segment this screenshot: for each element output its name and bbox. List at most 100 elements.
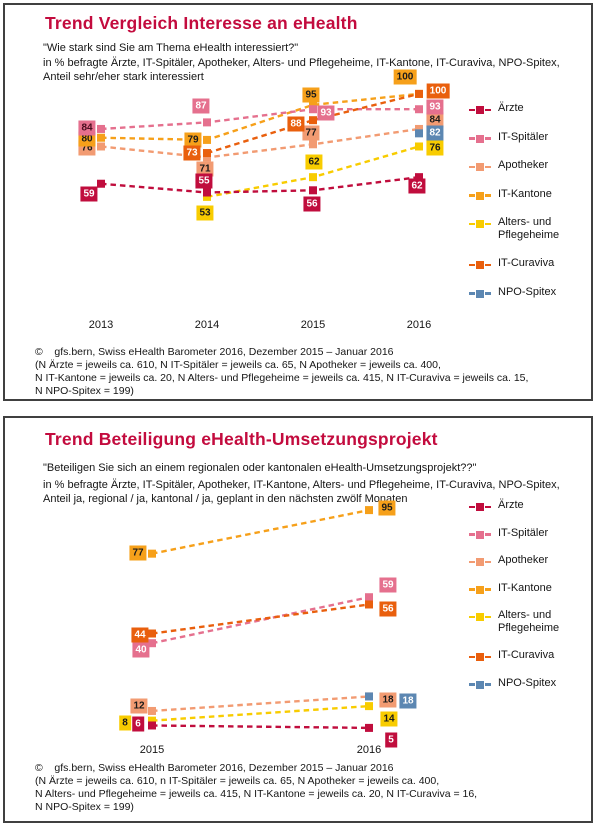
data-point-marker-aerzte (365, 723, 373, 732)
legend-square-icon (476, 289, 484, 298)
data-point-marker-aerzte (148, 721, 156, 730)
data-point-label-it-curaviva: 44 (131, 627, 149, 643)
chart-title: Trend Beteiligung eHealth-Umsetzungsproj… (45, 429, 438, 449)
legend: Ärzte IT-Spitäler Apotheker IT-Kantone Alter… (469, 102, 584, 298)
legend-item-it-curaviva: IT-Curaviva (469, 257, 584, 270)
data-point-marker-alters-pflegeheime (148, 716, 156, 725)
legend-dashed-line-marker-icon (469, 613, 491, 621)
legend-label: IT-Kantone (498, 187, 552, 200)
legend-dash-icon (469, 263, 475, 267)
legend-dash-icon (469, 615, 475, 619)
data-point-marker-alters-pflegeheime (365, 702, 373, 711)
legend-dashed-line-marker-icon (469, 220, 491, 228)
data-point-label-apotheker: 18 (379, 692, 397, 708)
legend-dashed-line-marker-icon (469, 680, 491, 689)
data-point-label-it-spitaeler: 93 (317, 105, 335, 121)
data-point-marker-it-kantone (148, 549, 156, 558)
chart-canvas: 8 14 12 18 77 95 40 59 44 56 6 5 18 2015 2016 Ärzte IT-S… (5, 418, 591, 821)
legend-item-it-kantone: IT-Kantone (469, 582, 584, 595)
chart-description: in % befragte Ärzte, IT-Spitäler, Apothe… (43, 479, 560, 506)
data-point-marker-it-curaviva (148, 629, 156, 638)
legend-item-npo-spitex: NPO-Spitex (469, 677, 584, 690)
data-point-marker-aerzte (415, 173, 423, 182)
legend-square-icon (476, 134, 484, 143)
series-line-it-curaviva (151, 603, 370, 635)
chart-title: Trend Vergleich Interesse an eHealth (45, 13, 358, 33)
text-line: © gfs.bern, Swiss eHealth Barometer 2016… (35, 762, 394, 774)
data-point-label-it-curaviva: 73 (183, 145, 201, 161)
legend: Ärzte IT-Spitäler Apotheker IT-Kantone Alter… (469, 499, 584, 689)
x-axis-label: 2014 (194, 319, 220, 331)
legend-label: IT-Spitäler (498, 526, 549, 539)
x-axis-label: 2016 (356, 744, 382, 756)
series-line-alters-pflegeheime (151, 704, 370, 722)
data-point-marker-it-curaviva (203, 149, 211, 158)
legend-dash-icon (469, 505, 475, 509)
data-point-label-it-kantone: 79 (184, 132, 202, 148)
data-point-label-it-spitaeler: 93 (426, 99, 444, 115)
legend-dash-icon (469, 165, 475, 169)
legend-square-icon (476, 558, 484, 566)
data-point-marker-it-spitaeler (203, 118, 211, 127)
legend-square-icon (476, 106, 484, 114)
project-participation-panel: Trend Beteiligung eHealth-Umsetzungsproj… (3, 416, 593, 823)
source-note: © gfs.bern, Swiss eHealth Barometer 2016… (35, 346, 528, 398)
data-point-marker-apotheker (148, 706, 156, 715)
legend-dashed-line-marker-icon (469, 191, 491, 200)
x-axis-label: 2015 (139, 744, 165, 756)
data-point-label-it-curaviva: 100 (426, 83, 450, 99)
legend-dash-icon (485, 137, 491, 140)
legend-dash-icon (485, 560, 491, 564)
data-point-label-alters-pflegeheime: 76 (426, 140, 444, 156)
legend-dash-icon (485, 292, 491, 295)
legend-label: NPO-Spitex (498, 285, 557, 298)
legend-label: Apotheker (498, 159, 549, 171)
data-point-label-it-spitaeler: 59 (379, 577, 397, 593)
data-point-label-it-kantone: 100 (393, 69, 417, 85)
legend-dash-icon (469, 194, 475, 197)
x-axis-label: 2015 (300, 319, 326, 331)
legend-square-icon (476, 585, 484, 594)
source-note: © gfs.bern, Swiss eHealth Barometer 2016… (35, 762, 477, 814)
text-line: Anteil sehr/eher stark interessiert (43, 70, 204, 83)
data-point-label-it-spitaeler: 84 (78, 120, 96, 136)
legend-item-alters-pflegeheime: Alters- und Pflegeheime (469, 216, 584, 241)
series-line-it-kantone (151, 508, 370, 555)
data-point-marker-it-curaviva (365, 600, 373, 609)
legend-dash-icon (469, 222, 475, 226)
legend-dashed-line-marker-icon (469, 653, 491, 661)
data-point-label-aerzte: 56 (303, 196, 321, 212)
legend-dash-icon (485, 588, 491, 591)
legend-square-icon (476, 503, 484, 511)
legend-dashed-line-marker-icon (469, 558, 491, 566)
legend-dash-icon (485, 655, 491, 659)
data-point-marker-aerzte (97, 179, 105, 188)
data-point-label-apotheker: 84 (426, 112, 444, 128)
text-line: N NPO-Spitex = 199) (35, 385, 134, 397)
data-point-marker-npo-spitex (415, 129, 423, 138)
data-point-label-aerzte: 59 (80, 186, 98, 202)
data-point-marker-alters-pflegeheime (415, 142, 423, 151)
legend-square-icon (476, 613, 484, 621)
text-line: in % befragte Ärzte, IT-Spitäler, Apothe… (43, 479, 560, 491)
data-point-marker-it-kantone (365, 506, 373, 515)
legend-dash-icon (485, 263, 491, 267)
data-point-marker-it-spitaeler (415, 105, 423, 114)
x-axis-label: 2013 (88, 319, 114, 331)
legend-dash-icon (485, 505, 491, 509)
legend-square-icon (476, 680, 484, 689)
legend-dash-icon (485, 108, 491, 112)
legend-dash-icon (469, 588, 475, 591)
series-line-it-spitaeler (100, 108, 419, 131)
data-point-label-aerzte: 5 (385, 732, 397, 748)
chart-subtitle: "Wie stark sind Sie am Thema eHealth int… (43, 42, 299, 54)
legend-dash-icon (469, 533, 475, 536)
data-point-label-apotheker: 77 (302, 125, 320, 141)
legend-item-it-spitaeler: IT-Spitäler (469, 131, 584, 144)
legend-label: IT-Spitäler (498, 130, 549, 143)
data-point-marker-it-spitaeler (97, 124, 105, 133)
legend-square-icon (476, 261, 484, 269)
legend-dash-icon (485, 194, 491, 197)
legend-item-it-spitaeler: IT-Spitäler (469, 527, 584, 540)
